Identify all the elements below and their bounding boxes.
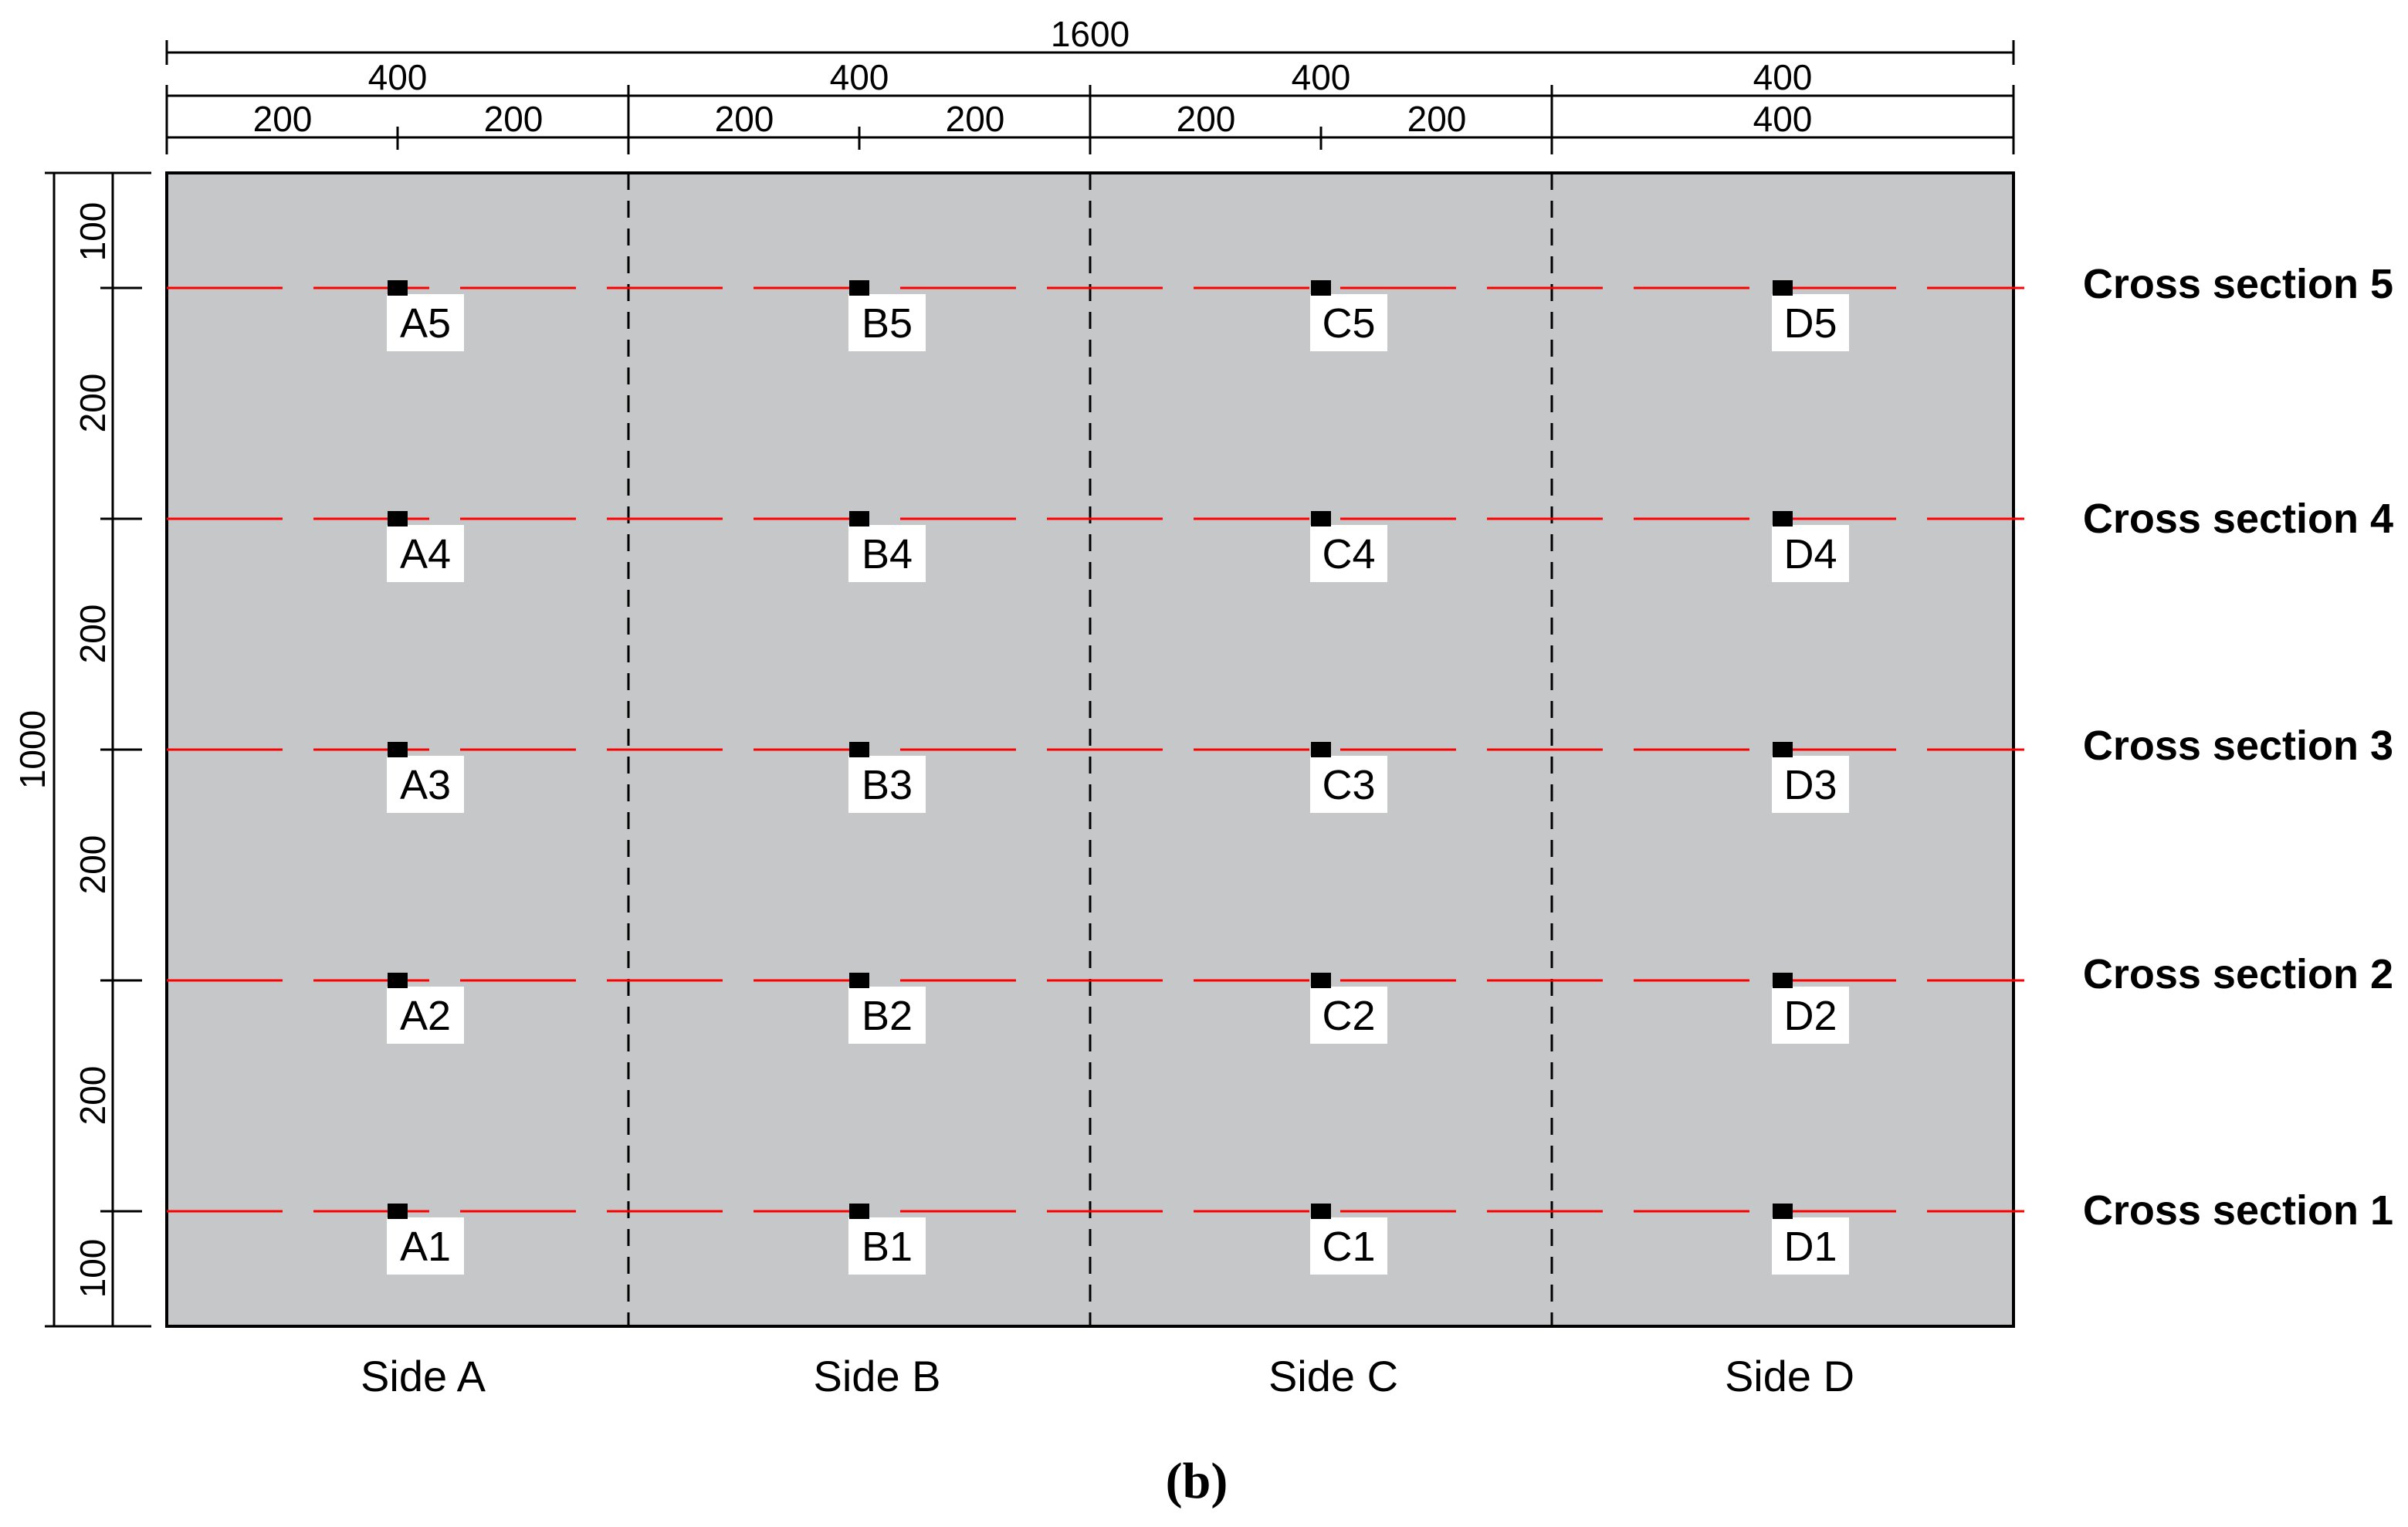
- side-a-label: Side A: [361, 1352, 486, 1400]
- gauge-marker-a2: [388, 973, 408, 988]
- point-label-bg-b2: [848, 987, 926, 1044]
- point-label-bg-a1: [387, 1217, 464, 1275]
- dim-seg-5-4: 200: [73, 374, 113, 433]
- cross-section-1-label: Cross section 1: [2083, 1187, 2393, 1234]
- point-label-c3: C3: [1322, 762, 1375, 808]
- side-dividers: [627, 173, 1553, 1326]
- point-label-bg-c2: [1310, 987, 1387, 1044]
- gauge-marker-b4: [849, 511, 869, 526]
- gauge-marker-d1: [1773, 1204, 1793, 1219]
- side-c-label: Side C: [1268, 1352, 1398, 1400]
- point-label-bg-b5: [848, 294, 926, 351]
- point-label-a3: A3: [400, 762, 451, 808]
- cross-section-4-label: Cross section 4: [2083, 496, 2393, 542]
- dim-panel-d: 400: [1753, 57, 1813, 97]
- dim-half-a2: 200: [484, 99, 544, 139]
- dim-seg-4-3: 200: [73, 604, 113, 664]
- point-label-c4: C4: [1322, 531, 1375, 577]
- dim-half-a1: 200: [253, 99, 313, 139]
- gauge-marker-c5: [1311, 280, 1331, 296]
- point-label-c5: C5: [1322, 300, 1375, 347]
- point-label-bg-d2: [1772, 987, 1849, 1044]
- point-label-a1: A1: [400, 1224, 451, 1270]
- gauge-marker-d2: [1773, 973, 1793, 988]
- gauge-marker-c2: [1311, 973, 1331, 988]
- dim-edge-top: 100: [73, 202, 113, 262]
- gauge-marker-b1: [849, 1204, 869, 1219]
- cross-section-2-label: Cross section 2: [2083, 951, 2393, 997]
- gauge-points: A5 B5 C5 D5 A4 B4 C4 D4 A3 B3 C3 D3 A2 B2 C2 D2 A1 B1 C1 D1: [387, 280, 1849, 1275]
- left-dimension-chain: [45, 171, 151, 1328]
- gauge-marker-a1: [388, 1204, 408, 1219]
- point-label-d5: D5: [1783, 300, 1837, 347]
- gauge-marker-c3: [1311, 742, 1331, 757]
- point-label-b4: B4: [862, 531, 913, 577]
- point-label-bg-a5: [387, 294, 464, 351]
- dim-seg-2-1: 200: [73, 1066, 113, 1126]
- dim-half-c2: 200: [1407, 99, 1467, 139]
- cross-section-3-label: Cross section 3: [2083, 723, 2393, 769]
- dim-total-width: 1600: [1051, 14, 1129, 54]
- dim-total-height: 1000: [12, 710, 52, 789]
- point-label-bg-c5: [1310, 294, 1387, 351]
- dim-seg-3-2: 200: [73, 835, 113, 895]
- point-label-bg-a3: [387, 756, 464, 813]
- point-label-d4: D4: [1783, 531, 1837, 577]
- dim-panel-a: 400: [368, 57, 428, 97]
- point-label-bg-d4: [1772, 525, 1849, 582]
- point-label-c1: C1: [1322, 1224, 1375, 1270]
- point-label-bg-b3: [848, 756, 926, 813]
- dim-half-c1: 200: [1177, 99, 1236, 139]
- point-label-b2: B2: [862, 993, 913, 1039]
- point-label-bg-b4: [848, 525, 926, 582]
- dim-half-b1: 200: [715, 99, 774, 139]
- cross-section-lines: [167, 286, 2024, 1213]
- point-label-d1: D1: [1783, 1224, 1837, 1270]
- point-label-bg-c1: [1310, 1217, 1387, 1275]
- gauge-marker-b5: [849, 280, 869, 296]
- point-label-a5: A5: [400, 300, 451, 347]
- cross-section-5-label: Cross section 5: [2083, 261, 2393, 307]
- gauge-marker-c1: [1311, 1204, 1331, 1219]
- gauge-marker-a4: [388, 511, 408, 526]
- gauge-marker-a5: [388, 280, 408, 296]
- point-label-bg-a4: [387, 525, 464, 582]
- dim-edge-bottom: 100: [73, 1239, 113, 1298]
- side-d-label: Side D: [1725, 1352, 1854, 1400]
- point-label-b3: B3: [862, 762, 913, 808]
- side-b-label: Side B: [814, 1352, 941, 1400]
- point-label-bg-a2: [387, 987, 464, 1044]
- point-label-bg-d5: [1772, 294, 1849, 351]
- gauge-marker-b3: [849, 742, 869, 757]
- figure-caption: (b): [1166, 1453, 1228, 1509]
- point-label-a4: A4: [400, 531, 451, 577]
- dim-half-b2: 200: [946, 99, 1005, 139]
- point-label-b1: B1: [862, 1224, 913, 1270]
- point-label-bg-d3: [1772, 756, 1849, 813]
- gauge-marker-d5: [1773, 280, 1793, 296]
- point-label-a2: A2: [400, 993, 451, 1039]
- top-dimension-chain: [165, 40, 2015, 154]
- point-label-d2: D2: [1783, 993, 1837, 1039]
- dim-half-d: 400: [1753, 99, 1813, 139]
- dim-panel-b: 400: [830, 57, 889, 97]
- point-label-c2: C2: [1322, 993, 1375, 1039]
- point-label-d3: D3: [1783, 762, 1837, 808]
- gauge-marker-d4: [1773, 511, 1793, 526]
- gauge-marker-a3: [388, 742, 408, 757]
- point-label-bg-c3: [1310, 756, 1387, 813]
- dim-panel-c: 400: [1292, 57, 1351, 97]
- point-label-bg-d1: [1772, 1217, 1849, 1275]
- gauge-marker-c4: [1311, 511, 1331, 526]
- point-label-bg-c4: [1310, 525, 1387, 582]
- gauge-marker-b2: [849, 973, 869, 988]
- point-label-bg-b1: [848, 1217, 926, 1275]
- point-label-b5: B5: [862, 300, 913, 347]
- gauge-marker-d3: [1773, 742, 1793, 757]
